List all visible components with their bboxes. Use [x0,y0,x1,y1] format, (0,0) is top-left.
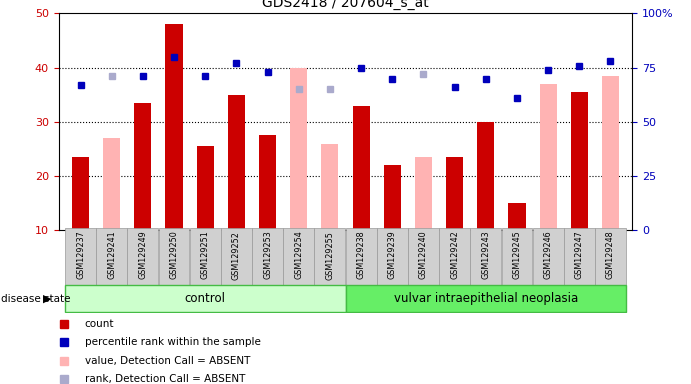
FancyBboxPatch shape [65,228,96,285]
Text: GSM129245: GSM129245 [513,231,522,280]
Text: GSM129247: GSM129247 [575,231,584,280]
Text: GSM129248: GSM129248 [606,231,615,279]
Text: control: control [184,292,226,305]
FancyBboxPatch shape [221,228,252,285]
Bar [446,157,463,230]
Bar [415,157,432,230]
Bar [509,203,526,230]
Text: value, Detection Call = ABSENT: value, Detection Call = ABSENT [84,356,250,366]
FancyBboxPatch shape [159,228,189,285]
Text: GSM129238: GSM129238 [357,231,366,279]
FancyBboxPatch shape [346,228,377,285]
Text: GSM129243: GSM129243 [481,231,491,279]
Text: GSM129241: GSM129241 [107,231,116,279]
FancyBboxPatch shape [439,228,470,285]
Bar [602,76,619,230]
Title: GDS2418 / 207604_s_at: GDS2418 / 207604_s_at [262,0,429,10]
FancyBboxPatch shape [408,228,439,285]
Bar [571,92,588,230]
FancyBboxPatch shape [564,228,595,285]
Text: count: count [84,319,114,329]
Text: GSM129242: GSM129242 [450,231,459,280]
Text: GSM129239: GSM129239 [388,231,397,280]
Text: GSM129249: GSM129249 [138,231,147,280]
Text: percentile rank within the sample: percentile rank within the sample [84,338,261,348]
Bar [540,84,557,230]
FancyBboxPatch shape [471,228,501,285]
Bar [72,157,89,230]
Text: GSM129246: GSM129246 [544,231,553,279]
Bar [384,165,401,230]
FancyBboxPatch shape [595,228,626,285]
Text: GSM129253: GSM129253 [263,231,272,280]
Bar [197,146,214,230]
FancyBboxPatch shape [283,228,314,285]
Bar [165,24,182,230]
Text: GSM129254: GSM129254 [294,231,303,280]
Bar [259,136,276,230]
Bar [477,122,494,230]
Bar [134,103,151,230]
Text: GSM129251: GSM129251 [200,231,210,280]
Bar [290,68,307,230]
FancyBboxPatch shape [346,285,626,313]
Text: disease state: disease state [1,293,71,304]
FancyBboxPatch shape [96,228,127,285]
Text: GSM129255: GSM129255 [325,231,334,280]
Bar [321,144,339,230]
Text: GSM129237: GSM129237 [76,231,85,280]
FancyBboxPatch shape [252,228,283,285]
Text: GSM129240: GSM129240 [419,231,428,279]
FancyBboxPatch shape [533,228,564,285]
Text: GSM129250: GSM129250 [169,231,178,280]
FancyBboxPatch shape [190,228,220,285]
Bar [228,95,245,230]
Text: rank, Detection Call = ABSENT: rank, Detection Call = ABSENT [84,374,245,384]
FancyBboxPatch shape [502,228,532,285]
FancyBboxPatch shape [127,228,158,285]
Text: GSM129252: GSM129252 [232,231,241,280]
FancyBboxPatch shape [65,285,346,313]
FancyBboxPatch shape [377,228,408,285]
Bar [103,138,120,230]
Bar [352,106,370,230]
FancyBboxPatch shape [314,228,346,285]
Text: ▶: ▶ [44,293,52,304]
Text: vulvar intraepithelial neoplasia: vulvar intraepithelial neoplasia [394,292,578,305]
